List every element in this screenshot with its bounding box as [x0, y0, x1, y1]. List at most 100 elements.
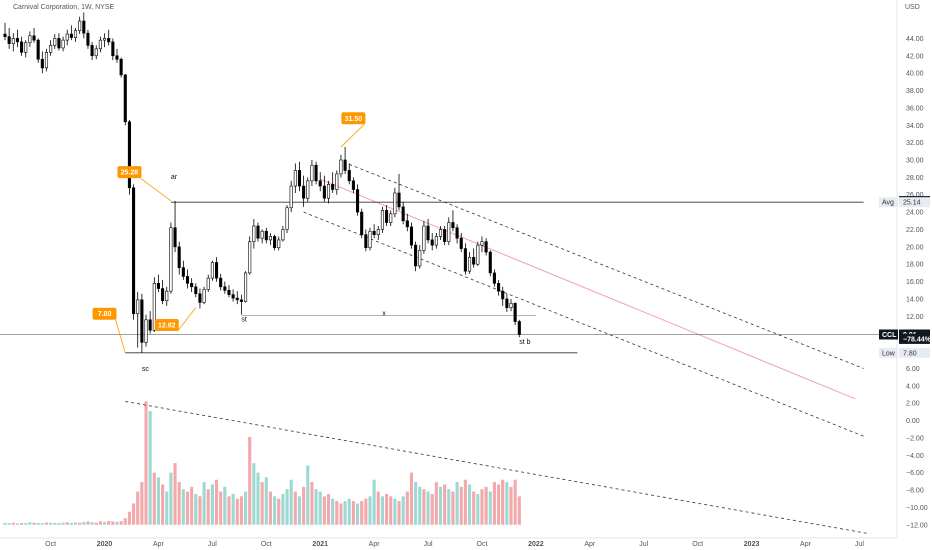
y-tick-label: 34.00	[906, 123, 924, 130]
candle-body	[115, 55, 119, 60]
candle-body	[210, 262, 214, 279]
candle-body	[248, 241, 252, 274]
volume-bar	[397, 501, 401, 525]
candle-body	[289, 185, 293, 209]
candle-body	[219, 277, 223, 288]
volume-bar	[484, 486, 488, 525]
volume-bar	[351, 501, 355, 525]
volume-bar	[252, 463, 256, 525]
candle-body	[443, 229, 447, 242]
trend-lines	[0, 163, 897, 534]
currency-label: USD	[905, 4, 920, 11]
candle-body	[314, 164, 318, 182]
candle-body	[181, 267, 185, 277]
candle-body	[360, 211, 364, 235]
x-tick-label: Apr	[369, 541, 381, 548]
candle-body	[438, 229, 443, 237]
candle-body	[239, 299, 243, 302]
volume-bar	[148, 410, 152, 525]
candle-body	[376, 229, 380, 235]
volume-bar	[501, 479, 505, 525]
volume-bar	[7, 523, 11, 525]
channel-line	[303, 211, 864, 437]
candle-body	[476, 244, 480, 265]
y-tick-label: 40.00	[906, 71, 924, 78]
candle-body	[152, 283, 156, 331]
volume-bar	[447, 489, 451, 525]
candle-body	[368, 230, 372, 249]
y-tick-label: 24.00	[906, 210, 924, 217]
candle-body	[40, 58, 44, 69]
x-tick-label: Oct	[692, 541, 703, 548]
volume-bar	[438, 486, 443, 525]
volume-bar	[314, 489, 318, 525]
x-tick-label: Jul	[208, 541, 217, 548]
volume-bar	[132, 503, 136, 525]
candle-body	[61, 39, 65, 49]
volume-bar	[32, 522, 36, 525]
candle-body	[65, 33, 69, 41]
candle-body	[463, 248, 467, 272]
low-tag-box	[879, 347, 898, 358]
volume-bar	[480, 489, 484, 525]
volume-bar	[98, 521, 102, 525]
low-value-box	[899, 347, 930, 358]
candle-body	[322, 185, 326, 199]
channel-line	[349, 163, 864, 369]
volume-bar	[231, 493, 235, 525]
x-tick-label: 2020	[97, 541, 113, 548]
annotation-label: ar	[171, 174, 178, 181]
volume-bar	[3, 522, 7, 525]
volume-bar	[169, 472, 173, 525]
candle-body	[169, 227, 173, 292]
callout-pointer	[115, 319, 126, 353]
x-tick-label: Apr	[584, 541, 596, 548]
volume-bar	[260, 482, 264, 525]
volume-bar	[509, 486, 513, 525]
candle-body	[119, 58, 123, 76]
x-tick-label: Oct	[477, 541, 488, 548]
avg-value-box	[899, 197, 930, 208]
candle-body	[331, 184, 335, 190]
x-tick-label: 2023	[744, 541, 760, 548]
candle-body	[480, 241, 484, 246]
volume-bar	[434, 482, 438, 525]
volume-bar	[492, 482, 496, 525]
candle-body	[214, 262, 219, 279]
volume-bar	[86, 521, 90, 525]
candles	[3, 12, 521, 353]
volume-bar	[173, 463, 177, 525]
volume-bar	[82, 521, 86, 525]
candle-body	[513, 303, 517, 322]
y-tick-label: 26.00	[906, 192, 924, 199]
y-tick-label: −12.00	[906, 522, 928, 529]
candle-body	[347, 170, 351, 182]
candle-body	[28, 35, 32, 44]
symbol-tag-label: CCL	[882, 332, 897, 339]
candle-body	[401, 206, 405, 222]
volume-bar	[273, 496, 277, 525]
callout-box	[341, 112, 366, 125]
time-axis[interactable]: Oct 2020 Apr Jul Oct 2021 Apr Jul Oct 2022 Apr Jul O…	[45, 541, 864, 548]
volume-bar	[49, 522, 53, 525]
candle-body	[389, 213, 393, 223]
volume-bar	[165, 491, 169, 525]
candle-body	[293, 170, 297, 187]
candle-body	[343, 159, 347, 171]
volume-bar	[119, 521, 123, 525]
candle-body	[231, 294, 235, 299]
volume-bar	[364, 498, 368, 525]
candle-body	[127, 121, 131, 189]
candle-body	[505, 298, 509, 308]
volume-bar	[322, 496, 326, 525]
volume-bar	[244, 491, 248, 525]
candle-body	[273, 236, 277, 249]
volume-bar	[256, 472, 260, 525]
candle-body	[36, 39, 40, 60]
volume-bar	[497, 484, 501, 525]
candle-body	[206, 277, 210, 290]
